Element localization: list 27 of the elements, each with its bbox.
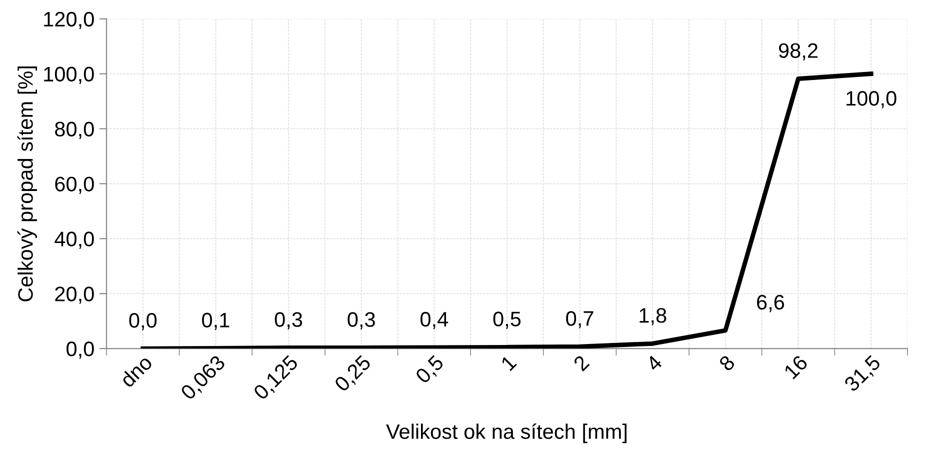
x-tick-label: 8 [718,354,736,372]
data-label: 0,7 [566,311,594,328]
y-tick-label: 60,0 [55,176,94,194]
x-axis-title: Velikost ok na sítech [mm] [386,423,627,444]
y-tick-label: 40,0 [54,232,94,249]
x-tick-label: 4 [645,354,663,372]
y-axis-title: Celkový propad sítem [%] [17,66,37,302]
data-label: 100,0 [846,91,896,108]
x-tick-label: 2 [572,354,590,372]
y-tick-label: 0,0 [66,342,94,359]
data-label: 0,0 [129,313,157,330]
data-label: 0,4 [420,312,448,330]
data-label: 6,6 [757,294,784,312]
x-tick-label: 0,5 [414,354,446,386]
x-tick-label: dno [118,354,154,388]
y-tick-label: 20,0 [55,286,94,304]
x-tick-label: 1 [500,354,517,372]
data-label: 0,3 [274,312,302,330]
x-tick-label: 16 [783,354,808,380]
y-tick-label: 100,0 [44,66,94,84]
data-label: 98,2 [778,43,818,60]
data-label: 0,1 [202,312,230,330]
y-tick-label: 120,0 [44,12,94,30]
data-label: 0,3 [348,312,375,330]
y-tick-label: 80,0 [55,122,94,139]
data-label: 1,8 [640,308,666,326]
data-label: 0,5 [493,312,521,329]
